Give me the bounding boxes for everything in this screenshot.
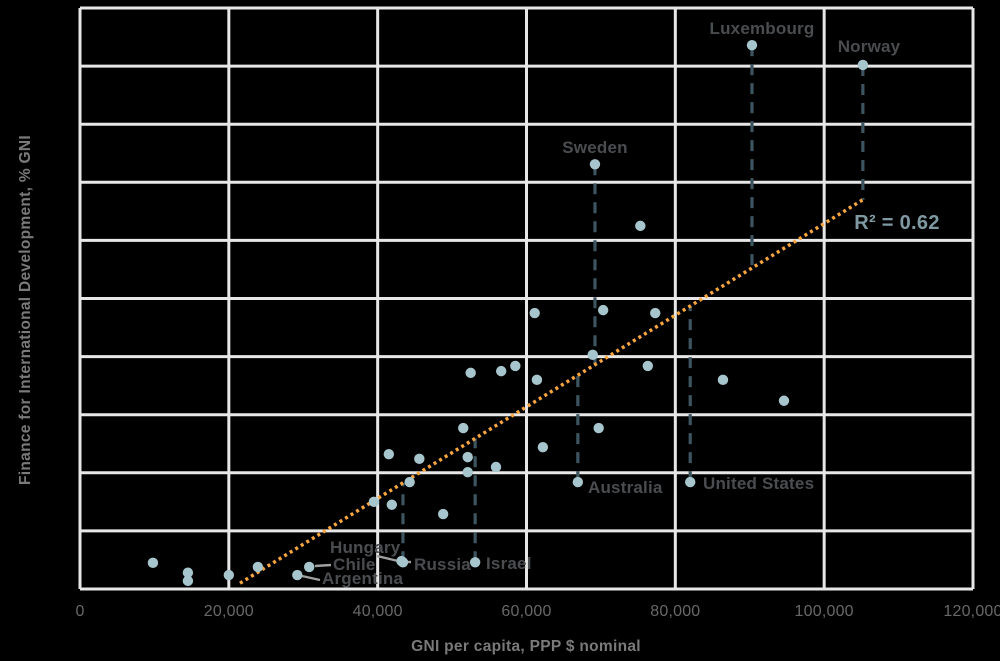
data-point — [252, 561, 264, 573]
callout-line-hungary — [376, 554, 399, 563]
data-point — [531, 374, 543, 386]
country-label-norway: Norway — [838, 37, 901, 56]
country-label-united-states: United States — [703, 474, 814, 493]
x-tick-label: 120,000 — [943, 603, 1000, 620]
data-point — [368, 496, 380, 508]
data-point — [462, 467, 473, 478]
x-axis-title: GNI per capita, PPP $ nominal — [411, 638, 641, 655]
data-point — [182, 575, 194, 587]
x-tick-label: 80,000 — [650, 603, 700, 620]
data-point — [383, 449, 395, 460]
data-point — [717, 374, 729, 386]
x-tick-label: 100,000 — [795, 603, 854, 620]
data-point-united-states — [685, 476, 696, 488]
data-point-chile — [304, 561, 315, 573]
x-tick-label: 20,000 — [204, 603, 254, 620]
data-point — [182, 567, 194, 578]
data-point — [490, 461, 502, 473]
data-point-luxembourg — [746, 39, 758, 51]
data-point — [593, 422, 604, 434]
data-point — [437, 508, 449, 520]
trendline — [239, 198, 864, 585]
country-label-argentina: Argentina — [322, 569, 403, 588]
data-point — [465, 367, 476, 379]
callout-line-chile — [314, 563, 332, 568]
data-point — [458, 422, 469, 434]
callout-line-argentina — [301, 574, 321, 582]
data-point-argentina — [292, 569, 303, 581]
data-point-norway — [857, 59, 869, 71]
country-label-chile: Chile — [333, 555, 376, 574]
country-label-russia: Russia — [414, 555, 471, 574]
data-point — [635, 220, 646, 232]
data-point — [147, 557, 159, 569]
data-point — [495, 365, 507, 377]
data-point — [529, 307, 540, 319]
country-label-sweden: Sweden — [562, 138, 627, 157]
data-point — [597, 304, 609, 316]
data-point — [537, 442, 549, 453]
data-point — [587, 349, 598, 361]
data-point — [414, 453, 425, 465]
data-point — [642, 360, 653, 372]
data-point — [462, 451, 473, 463]
data-point — [223, 569, 235, 581]
data-point — [650, 307, 661, 319]
data-point — [510, 360, 521, 372]
data-point — [778, 395, 790, 406]
y-axis-title: Finance for International Development, %… — [17, 135, 34, 485]
country-label-australia: Australia — [588, 478, 663, 497]
data-point-sweden — [589, 159, 601, 170]
x-tick-label: 60,000 — [501, 603, 551, 620]
country-label-luxembourg: Luxembourg — [710, 19, 815, 38]
data-point — [386, 499, 398, 510]
data-point-australia — [572, 476, 584, 488]
data-point-hungary — [396, 555, 407, 567]
x-tick-label: 0 — [75, 603, 84, 620]
country-label-hungary: Hungary — [330, 538, 401, 557]
r-squared-label: R² = 0.62 — [854, 212, 940, 234]
data-point-israel — [469, 557, 481, 568]
country-label-israel: Israel — [486, 554, 532, 573]
data-point — [404, 476, 415, 488]
x-tick-label: 40,000 — [353, 603, 403, 620]
chart-generated-layer: 0 20,000 40,000 60,000 80,000 100,000 120,000 L… — [75, 6, 1000, 620]
